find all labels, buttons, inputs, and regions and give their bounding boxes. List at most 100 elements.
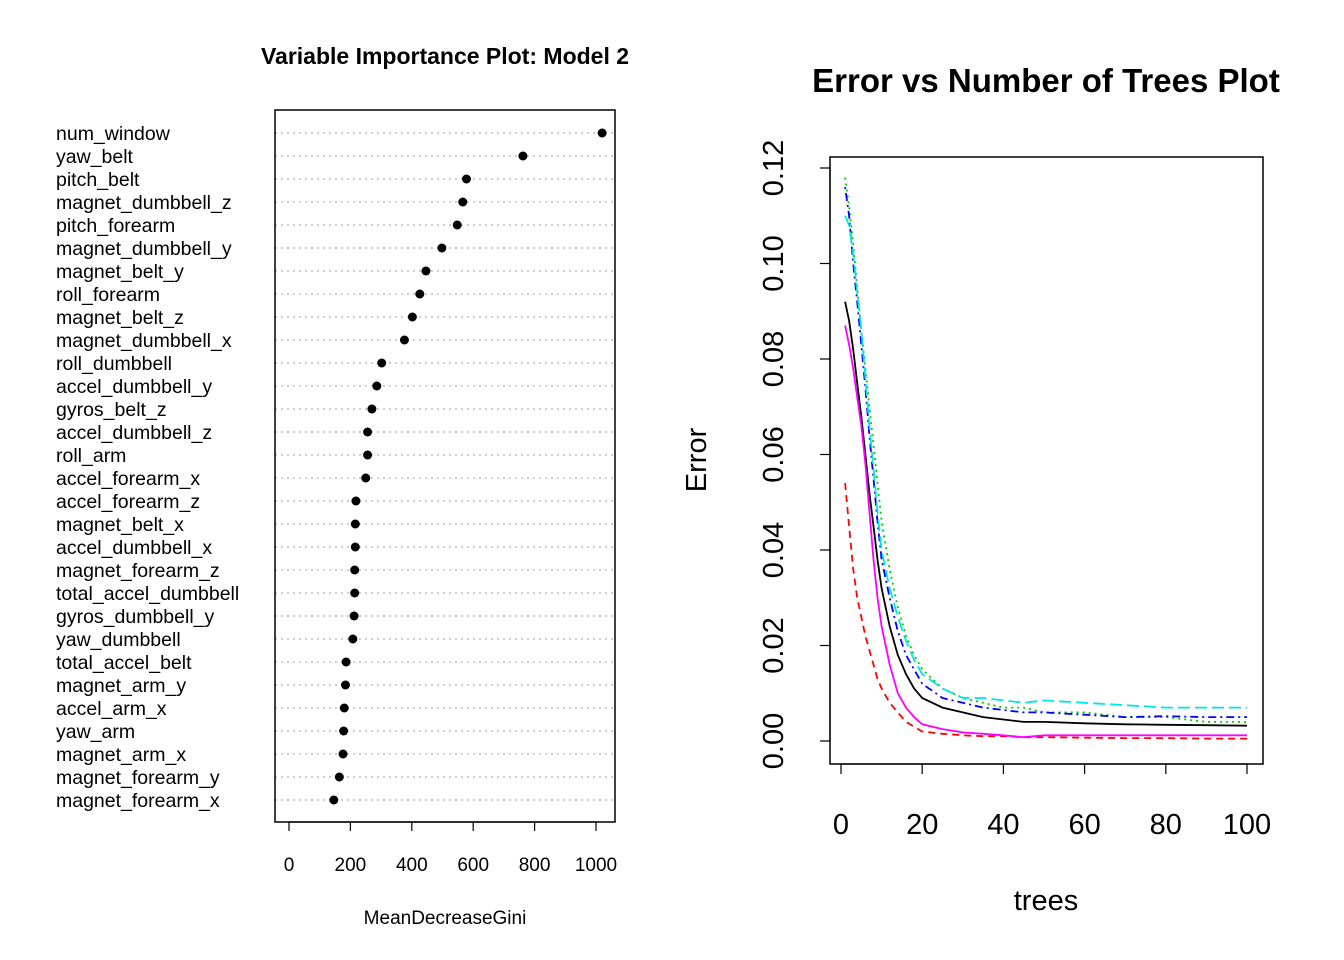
vip-x-tick-label: 400 (396, 855, 428, 876)
vip-variable-labels: num_windowyaw_beltpitch_beltmagnet_dumbb… (56, 123, 239, 812)
vip-x-tick-label: 0 (284, 855, 295, 876)
variable-importance-chart: Variable Importance Plot: Model 2 num_wi… (56, 43, 629, 929)
err-y-axis: 0.00 0.02 0.04 0.06 0.08 0.10 0.12 (758, 140, 831, 769)
err-plot-frame (829, 156, 1264, 765)
vip-variable-label: magnet_belt_z (56, 307, 184, 329)
err-x-tick-label: 20 (906, 809, 938, 841)
vip-variable-label: magnet_forearm_y (56, 767, 220, 789)
vip-variable-label: magnet_forearm_z (56, 560, 220, 582)
vip-point (452, 220, 462, 230)
vip-plot-frame (274, 109, 616, 823)
vip-point (350, 519, 360, 529)
vip-variable-label: accel_arm_x (56, 698, 167, 720)
err-series-lines (844, 177, 1248, 740)
vip-point (597, 128, 607, 138)
vip-variable-label: accel_forearm_z (56, 491, 200, 513)
err-y-tick-label: 0.06 (758, 426, 790, 482)
err-y-tick-label: 0.10 (758, 235, 790, 291)
vip-variable-label: magnet_arm_x (56, 744, 186, 766)
vip-point (415, 289, 425, 299)
vip-point (367, 404, 377, 414)
vip-title: Variable Importance Plot: Model 2 (261, 43, 629, 69)
vip-point (458, 197, 468, 207)
vip-point (339, 703, 349, 713)
vip-point (399, 335, 409, 345)
vip-variable-label: pitch_forearm (56, 215, 175, 237)
vip-point (518, 151, 528, 161)
vip-x-tick-label: 200 (335, 855, 367, 876)
vip-point (377, 358, 387, 368)
vip-point (350, 588, 360, 598)
err-x-tick-label: 0 (833, 809, 849, 841)
vip-point (363, 450, 373, 460)
vip-variable-label: magnet_dumbbell_z (56, 192, 232, 214)
vip-variable-label: gyros_dumbbell_y (56, 606, 215, 628)
vip-variable-label: pitch_belt (56, 169, 140, 191)
err-x-axis: 0 20 40 60 80 100 (833, 763, 1271, 841)
vip-variable-label: yaw_dumbbell (56, 629, 181, 651)
vip-variable-label: num_window (56, 123, 171, 145)
vip-variable-label: accel_forearm_x (56, 468, 200, 490)
vip-x-tick-label: 600 (457, 855, 489, 876)
err-x-axis-label: trees (1014, 885, 1078, 917)
vip-x-axis: 0 200 400 600 800 1000 (284, 821, 617, 876)
err-y-axis-label: Error (681, 427, 713, 492)
vip-point (334, 772, 344, 782)
err-x-tick-label: 100 (1223, 809, 1271, 841)
err-y-tick-label: 0.08 (758, 331, 790, 387)
vip-variable-label: magnet_forearm_x (56, 790, 220, 812)
vip-variable-label: yaw_arm (56, 721, 135, 743)
vip-variable-label: magnet_belt_x (56, 514, 184, 536)
vip-point (340, 680, 350, 690)
vip-point (361, 473, 371, 483)
vip-variable-label: magnet_belt_y (56, 261, 184, 283)
vip-point (329, 795, 339, 805)
vip-point (338, 749, 348, 759)
err-y-tick-label: 0.00 (758, 713, 790, 769)
vip-variable-label: total_accel_belt (56, 652, 192, 674)
err-series-line-5 (844, 215, 1247, 709)
vip-variable-label: yaw_belt (56, 146, 134, 168)
err-series-line-1 (844, 301, 1248, 727)
error-vs-trees-chart: Error vs Number of Trees Plot 0 20 40 60 80 1… (681, 62, 1280, 917)
err-series-line-2 (844, 483, 1247, 740)
vip-point (372, 381, 382, 391)
vip-variable-label: gyros_belt_z (56, 399, 167, 421)
vip-x-tick-label: 800 (519, 855, 551, 876)
vip-variable-label: roll_arm (56, 445, 126, 467)
vip-point (348, 634, 358, 644)
err-series-line-6 (844, 325, 1247, 739)
vip-point (351, 496, 361, 506)
vip-variable-label: accel_dumbbell_x (56, 537, 212, 559)
vip-point (461, 174, 471, 184)
vip-variable-label: magnet_dumbbell_x (56, 330, 232, 352)
err-title: Error vs Number of Trees Plot (812, 62, 1280, 99)
vip-grid (275, 132, 615, 801)
err-x-tick-label: 60 (1068, 809, 1100, 841)
vip-point (349, 611, 359, 621)
vip-variable-label: roll_dumbbell (56, 353, 172, 375)
vip-variable-label: accel_dumbbell_y (56, 376, 212, 398)
vip-point (363, 427, 373, 437)
err-x-tick-label: 40 (987, 809, 1019, 841)
vip-point (437, 243, 447, 253)
vip-point (421, 266, 431, 276)
vip-point (339, 726, 349, 736)
err-series-line-3 (844, 177, 1247, 723)
vip-points (329, 128, 607, 805)
err-series-line-4 (844, 186, 1247, 719)
vip-x-tick-label: 1000 (575, 855, 617, 876)
vip-variable-label: accel_dumbbell_z (56, 422, 212, 444)
vip-point (350, 542, 360, 552)
err-y-tick-label: 0.02 (758, 617, 790, 673)
vip-variable-label: magnet_arm_y (56, 675, 186, 697)
err-y-tick-label: 0.04 (758, 522, 790, 578)
vip-variable-label: total_accel_dumbbell (56, 583, 239, 605)
err-x-tick-label: 80 (1150, 809, 1182, 841)
vip-point (407, 312, 417, 322)
err-y-tick-label: 0.12 (758, 140, 790, 196)
vip-point (341, 657, 351, 667)
vip-point (350, 565, 360, 575)
vip-variable-label: roll_forearm (56, 284, 160, 306)
